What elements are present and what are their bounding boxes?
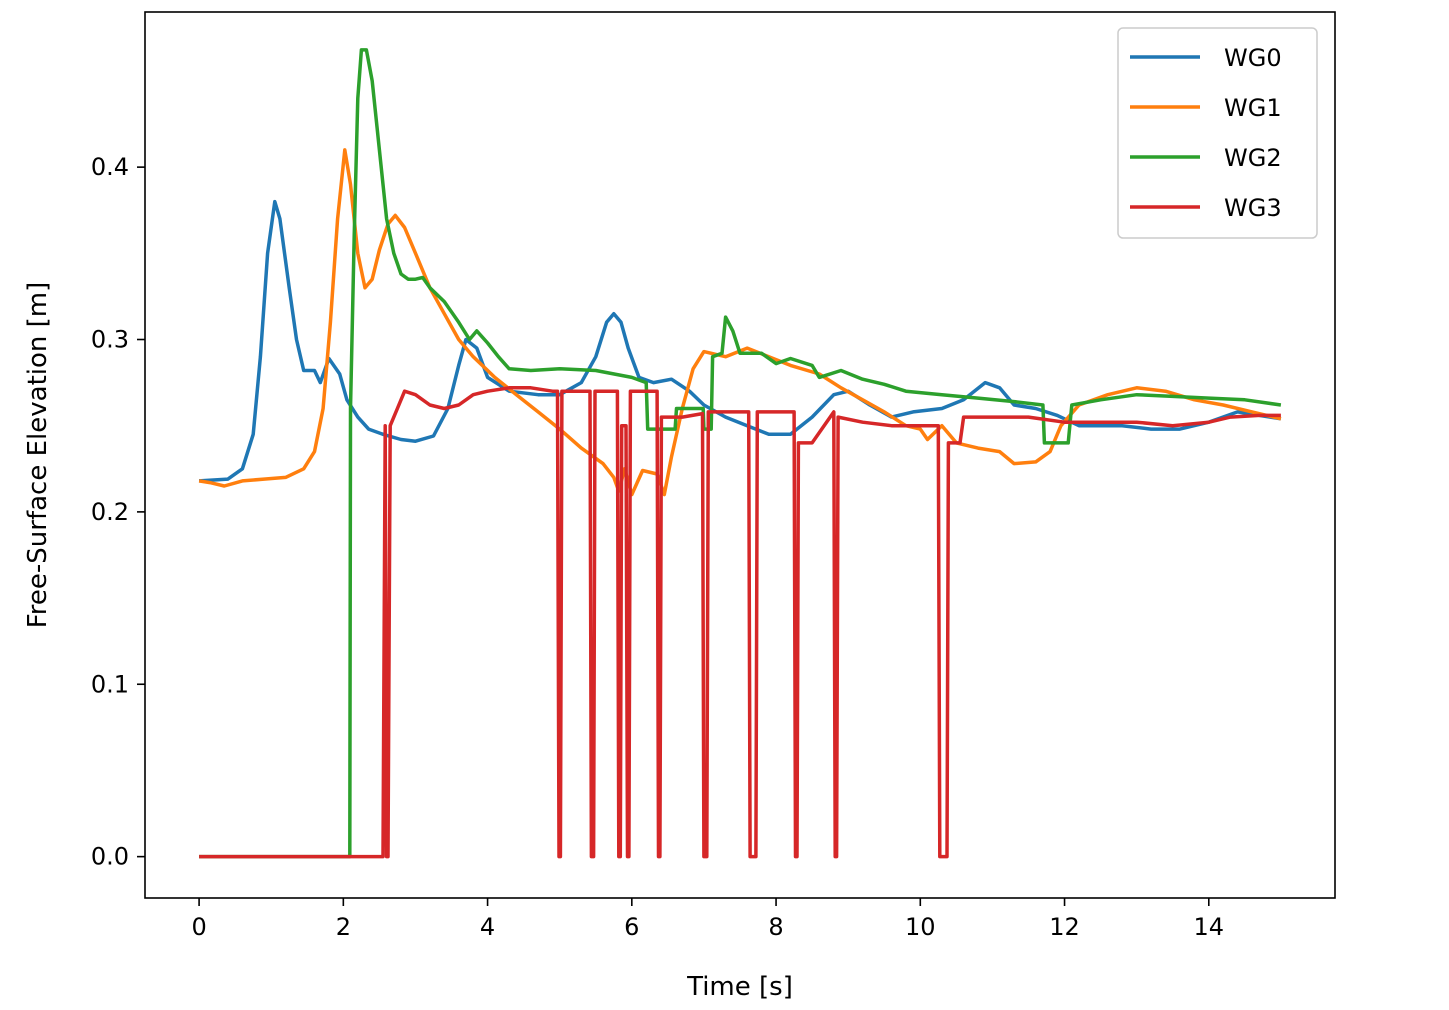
legend-box [1117,27,1318,239]
legend-label-wg3: WG3 [1224,194,1282,222]
legend-label-wg1: WG1 [1224,94,1282,122]
x-tick-label: 10 [905,913,936,941]
legend-label-wg0: WG0 [1224,44,1282,72]
y-tick-label: 0.4 [91,153,129,181]
y-tick-label: 0.1 [91,670,129,698]
plot-frame [144,11,1336,899]
y-tick-label: 0.3 [91,326,129,354]
x-tick-label: 14 [1194,913,1225,941]
x-tick-label: 8 [768,913,783,941]
legend: WG0 WG1 WG2 WG3 [1117,27,1318,239]
y-tick-label: 0.2 [91,498,129,526]
x-tick-label: 6 [624,913,639,941]
y-axis-label: Free-Surface Elevation [m] [23,282,53,629]
series-line-wg3 [199,386,1281,859]
x-tick-label: 2 [336,913,351,941]
x-tick-label: 4 [480,913,495,941]
x-tick-label: 0 [191,913,206,941]
series-line-wg0 [198,199,1282,483]
legend-label-wg2: WG2 [1224,144,1282,172]
x-tick-label: 12 [1049,913,1080,941]
x-axis-label: Time [s] [686,972,793,1002]
y-tick-label: 0.0 [91,843,129,871]
series-line-wg2 [199,48,1282,859]
y-axis: 0.0 0.1 0.2 0.3 0.4 [91,153,145,871]
series-layer [198,48,1282,859]
x-axis: 0 2 4 6 8 10 12 14 [191,898,1224,941]
